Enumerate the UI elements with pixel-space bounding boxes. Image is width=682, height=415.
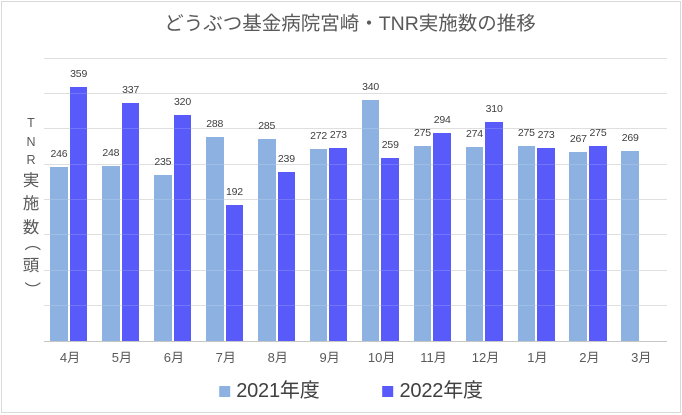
bar-2021年度-5月 [102,165,120,341]
legend-item-2021: 2021年度 [219,379,320,403]
value-label: 267 [569,133,587,146]
gridline [44,269,668,271]
bar-2022年度-8月 [277,171,296,341]
legend-label-2021: 2021年度 [236,380,320,402]
gridline-sheen [44,234,668,236]
y-axis-title: T N R 実施数（ 頭 ） [20,114,42,297]
bar-2022年度-7月 [225,205,244,341]
bar-2022年度-2月 [589,146,607,341]
bar-2022年度-10月 [381,157,400,341]
gridline-sheen [44,199,668,200]
value-label: 235 [154,155,172,168]
gridline-sheen [44,163,668,165]
value-label: 275 [517,127,535,140]
value-label: 192 [225,186,243,199]
value-label: 273 [537,128,555,141]
bar-2022年度-1月 [537,147,555,341]
x-tick-label: 11月 [420,350,447,365]
value-label: 310 [485,102,503,115]
bar-2021年度-9月 [309,148,328,341]
y-axis-title-char: T [27,116,35,131]
gridline [44,234,668,236]
bar-2021年度-12月 [465,147,484,341]
bar-2021年度-11月 [413,146,432,341]
value-label: 285 [258,120,276,133]
legend-swatch-2022 [382,385,394,397]
x-tick-label: 9月 [319,350,340,365]
gridline-sheen [44,269,668,271]
gridline-sheen [44,92,668,94]
x-tick-label: 4月 [59,350,81,365]
x-tick-label: 3月 [631,350,652,365]
y-axis-title-char: 数 [22,218,40,237]
value-label: 259 [381,138,399,151]
y-axis-title-char: R [26,153,36,168]
value-label: 288 [206,118,224,131]
gridline [44,128,668,130]
y-axis-title-char: ） [22,281,41,298]
value-label: 272 [310,129,328,142]
gridline-sheen [44,128,668,130]
legend-swatch-2021 [219,385,231,397]
value-label: 359 [70,68,88,80]
bar-2021年度-4月 [50,166,68,341]
legend-item-2022: 2022年度 [382,379,483,403]
bar-2021年度-6月 [153,174,172,341]
value-label: 274 [465,128,483,141]
bar-2022年度-5月 [121,102,140,341]
legend: 2021年度 2022年度 [219,379,483,403]
value-label: 320 [174,95,191,108]
bar-2021年度-7月 [205,137,224,341]
gridline-sheen [44,305,668,307]
bar-2022年度-6月 [173,114,192,341]
x-tick-label: 8月 [267,350,288,365]
y-axis-title-char: 実 [22,171,40,190]
value-label: 275 [589,127,607,140]
bar-2022年度-11月 [433,132,452,341]
bar-2021年度-8月 [257,139,276,341]
legend-label-2022: 2022年度 [399,380,483,402]
gridline [44,92,668,94]
x-tick-label: 6月 [163,350,184,365]
bar-2022年度-4月 [69,87,88,341]
x-tick-label: 7月 [215,350,236,365]
bar-2021年度-1月 [517,146,536,341]
x-tick-label: 2月 [579,350,600,365]
value-label: 340 [362,81,380,94]
x-axis-line [44,341,668,342]
bar-2021年度-2月 [569,152,588,341]
bar-2021年度-3月 [621,150,640,341]
value-label: 248 [102,146,120,159]
y-axis-title-char: （ [22,234,41,252]
x-tick-label: 1月 [527,350,548,365]
value-label: 294 [433,113,451,126]
gridline-sheen [44,57,668,59]
gridline [44,199,668,200]
gridline [44,163,668,165]
value-label: 275 [414,127,431,140]
value-label: 273 [329,128,347,141]
y-axis-title-char: N [26,134,36,149]
gridline [44,305,668,307]
x-tick-label: 12月 [471,350,500,365]
x-tick-label: 10月 [367,350,396,365]
value-label: 239 [277,152,295,165]
gridline [44,57,668,59]
value-label: 337 [122,83,140,96]
y-axis-title-char: 頭 [22,257,40,276]
chart-title: どうぶつ基金病院宮崎・TNR実施数の推移 [164,12,536,35]
bar-2021年度-10月 [361,100,380,341]
value-label: 246 [50,147,68,160]
y-axis-title-char: 施 [22,195,40,214]
x-tick-label: 5月 [111,350,133,365]
bar-2022年度-9月 [329,147,348,341]
bar-2022年度-12月 [485,121,503,341]
value-label: 269 [621,131,639,144]
